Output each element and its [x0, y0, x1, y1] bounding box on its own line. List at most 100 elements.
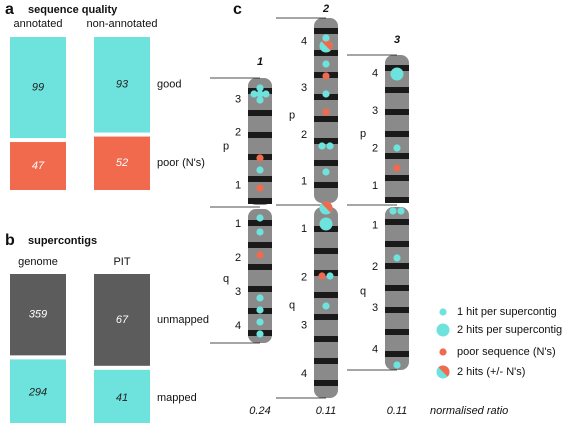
band: [248, 110, 272, 116]
band-label: 4: [372, 343, 378, 355]
legend-label: poor sequence (N's): [457, 346, 556, 358]
chromosome: [248, 78, 272, 205]
value-label: 47: [32, 160, 45, 172]
bar-segment: [10, 142, 66, 190]
panel-title: supercontigs: [28, 235, 97, 247]
panel-letter: c: [233, 1, 242, 18]
column-label: genome: [18, 256, 58, 268]
band-label: 3: [372, 302, 378, 314]
value-label: 67: [116, 314, 129, 326]
band: [314, 50, 338, 56]
arm-label: p: [223, 140, 229, 152]
band: [248, 198, 272, 204]
arm-label: q: [360, 285, 366, 297]
value-label: 294: [28, 387, 47, 399]
hit-marker: [256, 154, 264, 162]
band-label: 1: [372, 220, 378, 232]
series-label: good: [157, 79, 181, 91]
series-label: mapped: [157, 392, 197, 404]
bar-segment: [10, 274, 66, 356]
hit-marker: [256, 90, 264, 98]
hit-marker: [256, 306, 264, 314]
band: [385, 351, 409, 357]
hit-marker: [256, 318, 264, 326]
hit-marker: [436, 323, 450, 337]
hit-marker: [256, 184, 264, 192]
bar-segment: [94, 369, 150, 423]
hit-marker: [439, 348, 447, 356]
column-label: non-annotated: [87, 18, 158, 30]
value-label: 99: [32, 81, 44, 93]
band: [314, 314, 338, 320]
band: [314, 336, 338, 342]
band: [314, 138, 338, 144]
band-label: 2: [301, 129, 307, 141]
hit-marker: [256, 330, 264, 338]
bar-segment: [94, 37, 150, 133]
band-label: 1: [301, 176, 307, 188]
band-label: 2: [301, 271, 307, 283]
hit-marker: [256, 166, 264, 174]
hit-marker: [256, 228, 264, 236]
band-label: 3: [372, 105, 378, 117]
band: [385, 131, 409, 137]
band: [385, 329, 409, 335]
hit-marker: [439, 308, 447, 316]
hit-marker: [321, 201, 333, 213]
chromosome-name: 1: [257, 56, 263, 68]
panel-letter: b: [5, 232, 15, 249]
band: [385, 175, 409, 181]
hit-marker: [326, 272, 334, 280]
value-label: 52: [116, 157, 128, 169]
band: [248, 132, 272, 138]
hit-marker: [256, 251, 264, 259]
hit-marker: [322, 90, 330, 98]
hit-marker: [318, 142, 326, 150]
series-label: poor (N's): [157, 157, 205, 169]
value-label: 359: [29, 309, 47, 321]
band-label: 3: [235, 93, 241, 105]
hit-marker: [393, 254, 401, 262]
band: [314, 270, 338, 276]
arm-label: p: [289, 109, 295, 121]
ratio: 0.24: [249, 405, 270, 417]
band: [314, 160, 338, 166]
band-label: 4: [372, 68, 378, 80]
band: [385, 109, 409, 115]
band-label: 4: [301, 35, 307, 47]
hit-marker: [321, 39, 333, 51]
series-label: unmapped: [157, 314, 209, 326]
hit-marker: [322, 302, 330, 310]
value-label: 41: [116, 392, 128, 404]
legend-label: 1 hit per supercontig: [457, 306, 557, 318]
hit-marker: [322, 108, 330, 116]
legend-label: 2 hits per supercontig: [457, 324, 562, 336]
bar-segment: [94, 136, 150, 190]
hit-marker: [250, 90, 258, 98]
band: [385, 285, 409, 291]
arm-label: p: [360, 128, 366, 140]
band: [314, 116, 338, 122]
band-label: 3: [301, 320, 307, 332]
hit-marker: [322, 72, 330, 80]
hit-marker: [262, 90, 270, 98]
hit-marker: [256, 294, 264, 302]
band-label: 2: [235, 252, 241, 264]
hit-marker: [438, 365, 450, 377]
band: [248, 264, 272, 270]
band: [385, 241, 409, 247]
value-label: 93: [116, 79, 129, 91]
band: [385, 197, 409, 203]
band-label: 1: [235, 179, 241, 191]
hit-marker: [326, 142, 334, 150]
band-label: 1: [301, 223, 307, 235]
band-label: 1: [235, 218, 241, 230]
hit-marker: [390, 67, 404, 81]
hit-marker: [393, 361, 401, 369]
chromosome-name: 2: [322, 3, 329, 15]
arm-label: q: [289, 299, 295, 311]
legend-label: 2 hits (+/- N's): [457, 366, 525, 378]
band: [385, 263, 409, 269]
bar-segment: [94, 274, 150, 366]
